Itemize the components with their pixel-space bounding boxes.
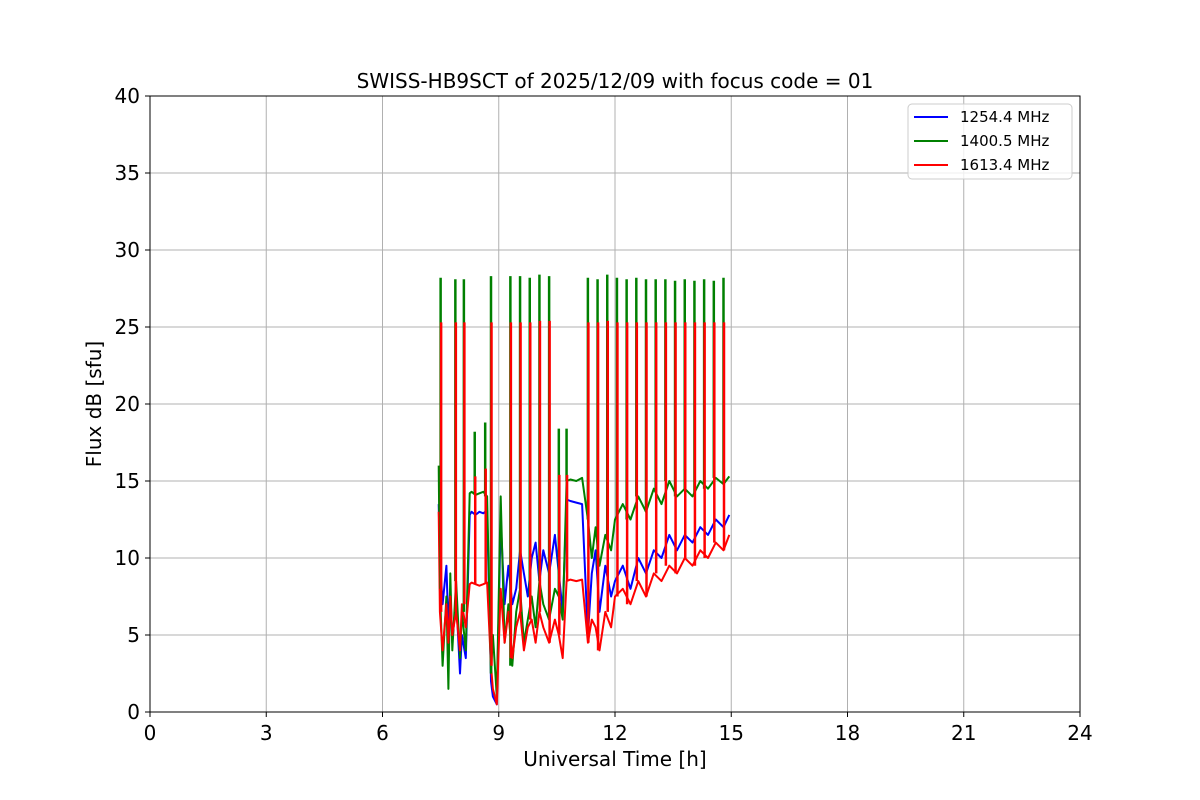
- legend: 1254.4 MHz 1400.5 MHz 1613.4 MHz: [907, 103, 1073, 180]
- x-axis-label: Universal Time [h]: [523, 747, 706, 771]
- legend-label-1613: 1613.4 MHz: [960, 156, 1049, 174]
- x-tick-label: 18: [835, 721, 860, 745]
- x-tick-label: 9: [492, 721, 505, 745]
- y-tick-label: 35: [115, 161, 140, 185]
- y-tick-label: 5: [127, 623, 140, 647]
- grid-lines: [149, 95, 1081, 713]
- y-tick-label: 15: [115, 469, 140, 493]
- x-tick-label: 12: [602, 721, 627, 745]
- y-tick-label: 0: [127, 700, 140, 724]
- legend-box: [907, 103, 1073, 180]
- y-tick-label: 40: [115, 84, 140, 108]
- x-tick-label: 15: [719, 721, 744, 745]
- series-line-1613: [437, 511, 731, 706]
- y-axis-label: Flux dB [sfu]: [82, 341, 106, 467]
- legend-label-1254: 1254.4 MHz: [960, 108, 1049, 126]
- x-tick-label: 0: [144, 721, 157, 745]
- y-tick-label: 20: [115, 392, 140, 416]
- x-tick-label: 3: [260, 721, 273, 745]
- y-tick-label: 25: [115, 315, 140, 339]
- legend-label-1400: 1400.5 MHz: [960, 132, 1049, 150]
- axis-ticks: 0 3 6 9 12 15 18 21 24 0 5 10 15 20 25 30 35 40: [115, 84, 1093, 745]
- chart-title: SWISS-HB9SCT of 2025/12/09 with focus co…: [357, 69, 874, 93]
- x-tick-label: 21: [951, 721, 976, 745]
- x-tick-label: 24: [1067, 721, 1092, 745]
- y-tick-label: 10: [115, 546, 140, 570]
- series-layer: [437, 274, 731, 706]
- y-tick-label: 30: [115, 238, 140, 262]
- x-tick-label: 6: [376, 721, 389, 745]
